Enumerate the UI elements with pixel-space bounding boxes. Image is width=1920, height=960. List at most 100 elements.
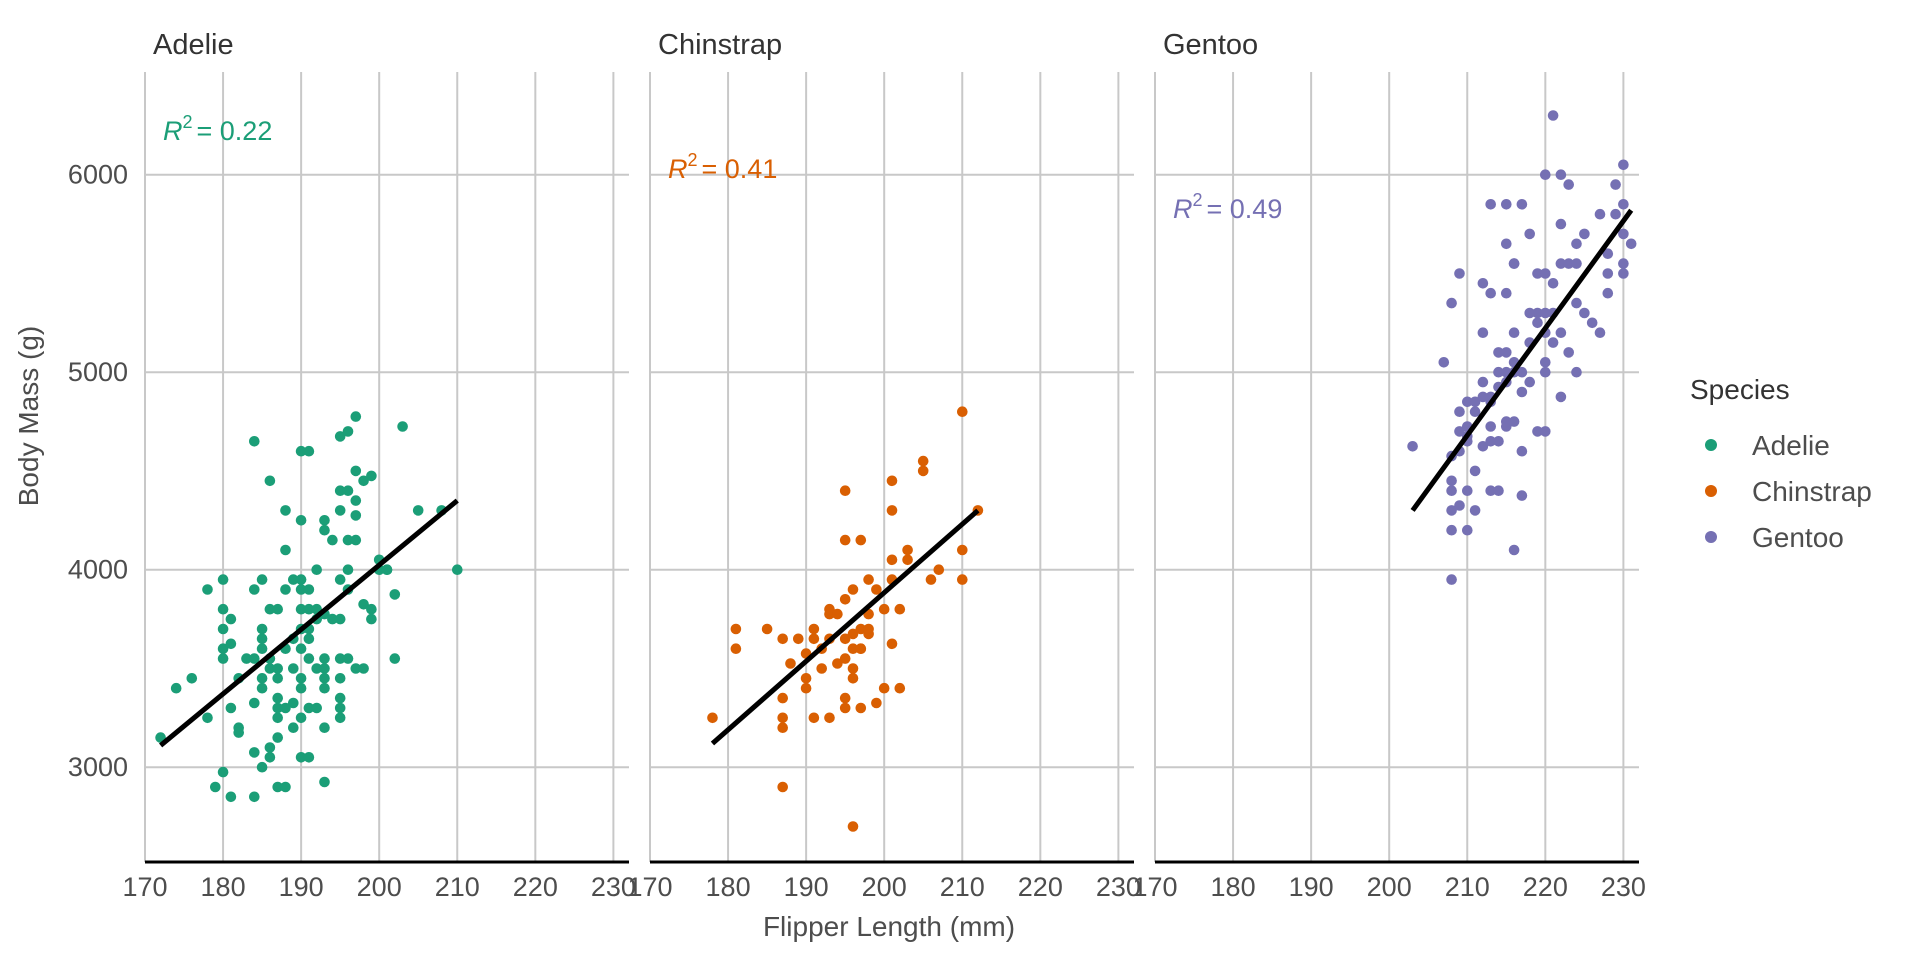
r-squared-annotation: R2 = 0.49 [1173,190,1282,224]
data-point [256,574,268,585]
data-point [311,702,323,714]
data-point [1555,391,1567,403]
data-point [319,682,330,694]
data-point [847,628,859,640]
data-point [397,421,408,432]
x-tick-label: 190 [279,872,324,902]
data-point [358,599,369,610]
data-point [272,781,284,793]
data-point [1454,426,1465,437]
data-point [777,712,788,724]
data-point [1469,465,1481,477]
legend: Species Adelie Chinstrap Gentoo [1690,374,1872,553]
facet-label: Adelie [153,29,234,61]
data-point [334,505,346,516]
data-point [1571,366,1582,378]
data-point [1485,421,1496,432]
x-tick-label: 180 [706,872,751,902]
data-point [777,692,788,704]
data-point [1407,441,1418,452]
data-point [350,510,362,521]
data-point [358,663,369,674]
data-point [272,702,284,714]
data-point [1501,287,1512,299]
data-point [1508,258,1520,269]
data-point [1485,287,1496,299]
data-point [334,431,346,442]
data-point [1501,199,1512,210]
data-point [1532,317,1543,329]
data-point [280,781,291,793]
data-point [1547,278,1559,289]
data-point [933,564,945,575]
data-point [334,673,346,684]
data-point [957,574,968,585]
data-point [342,485,354,497]
regression-line [710,508,980,746]
legend-label-gentoo: Gentoo [1752,522,1844,553]
data-point [311,663,323,674]
data-point [1540,268,1551,279]
data-point [1477,376,1489,388]
data-point [303,584,315,595]
data-point [249,584,260,595]
data-point [1485,436,1496,447]
data-point [366,613,377,625]
x-tick-label: 210 [435,872,480,902]
x-tick-label: 200 [862,872,907,902]
data-point [1508,327,1520,339]
data-point [342,534,354,546]
legend-key-gentoo [1705,531,1717,543]
r-squared-annotation: R2 = 0.22 [163,112,272,146]
data-point [249,791,260,803]
data-point [847,663,859,674]
data-point [839,594,851,605]
data-point [1610,208,1621,220]
data-point [272,663,284,674]
regression-line [1410,208,1634,512]
legend-label-chinstrap: Chinstrap [1752,476,1872,507]
data-point [319,524,330,536]
data-point [894,603,906,615]
data-point [342,426,354,437]
data-point [1586,317,1598,329]
x-axis-title-group: Flipper Length (mm) [763,911,1015,942]
x-tick-label: 170 [122,872,167,902]
data-point [1555,258,1567,269]
data-point [1469,406,1481,418]
data-point [334,485,346,497]
x-tick-label: 230 [1096,872,1141,902]
data-point [1547,337,1559,348]
data-point [452,564,463,575]
data-point [855,702,867,714]
y-tick-label: 3000 [68,752,128,782]
data-point [303,752,315,763]
data-point [855,534,867,546]
x-tick-label: 230 [1601,872,1646,902]
data-point [1532,268,1543,279]
data-point [1602,287,1614,299]
data-point [334,574,346,585]
data-point [264,752,276,763]
data-point [1493,436,1504,447]
data-point [902,544,913,556]
data-point [1540,366,1551,378]
data-point [871,697,882,709]
data-point [303,603,315,615]
data-point [350,495,362,506]
y-tick-label: 6000 [68,160,128,190]
data-point [730,623,742,635]
panel-adelie: Adelie R2 = 0.22 170 180 190 200 210 220 230 [122,29,635,902]
data-point [350,465,362,477]
data-point [389,653,401,664]
y-axis-title-group: Body Mass (g) [13,326,44,507]
data-point [839,702,851,714]
data-point [839,633,851,645]
data-point [1501,416,1512,427]
data-point [1485,199,1496,210]
data-point [217,653,229,664]
data-point [1493,485,1504,497]
legend-label-adelie: Adelie [1752,430,1830,461]
data-point [1462,396,1473,408]
data-point [1516,490,1528,501]
